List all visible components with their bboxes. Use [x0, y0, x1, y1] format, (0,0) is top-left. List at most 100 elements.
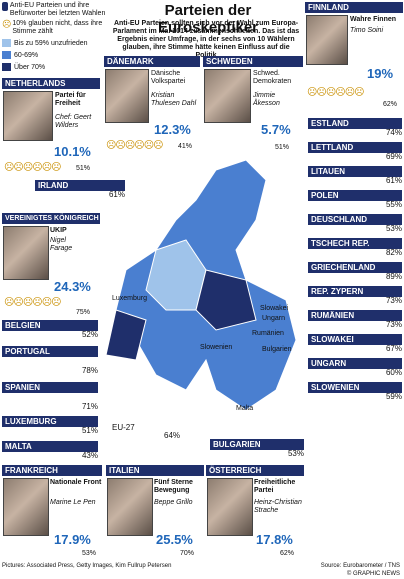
unhappy-value: 53% [82, 550, 97, 557]
panel-netherlands: NETHERLANDS Partei für Freiheit Chef: Ge… [2, 78, 100, 180]
unhappy-value: 41% [178, 143, 193, 150]
country-zypern: REP. ZYPERN 73% [308, 286, 402, 310]
vote-share: 17.8% [256, 532, 293, 547]
panel-finnland: FINNLAND Wahre Finnen Timo Soini 19% ☹☹☹… [305, 2, 403, 112]
country-litauen: LITAUEN 61% [308, 166, 402, 190]
party-name: Nationale Front [50, 479, 102, 486]
country-header: SCHWEDEN [203, 56, 303, 67]
page-title: Parteien der Euroskeptiker [157, 2, 259, 36]
vote-share: 5.7% [261, 122, 291, 137]
country-rumaenien: RUMÄNIEN 73% [308, 310, 402, 334]
leader-photo [3, 91, 53, 141]
panel-uk: VEREINIGTES KÖNIGREICH UKIP Nigel Farage… [2, 213, 100, 319]
vote-share: 24.3% [54, 279, 91, 294]
sad-face-icon: ☹☹☹☹☹☹ [106, 140, 164, 151]
panel-italien: ITALIEN Fünf Sterne Bewegung Beppe Grill… [106, 465, 204, 563]
country-estland: ESTLAND 74% [308, 118, 402, 142]
country-header: NETHERLANDS [2, 78, 100, 89]
copyright: © GRAPHIC NEWS [346, 571, 400, 577]
map-label: Luxemburg [112, 295, 148, 302]
country-ungarn: UNGARN 60% [308, 358, 402, 382]
country-irland: IRLAND 61% [35, 180, 125, 199]
country-belgien: BELGIEN 52% [2, 320, 98, 339]
legend-item-1: Bis zu 59% unzufrieden [2, 39, 114, 48]
country-luxemburg: LUXEMBURG 51% [2, 416, 98, 435]
map-label: Slowenien [200, 344, 233, 351]
leader-name: Timo Soini [350, 27, 384, 34]
unhappy-value: 51% [275, 144, 290, 151]
photo-credits: Pictures: Associated Press, Getty Images… [2, 563, 172, 569]
vote-share: 10.1% [54, 144, 91, 159]
country-lettland: LETTLAND 69% [308, 142, 402, 166]
country-deuschland: DEUSCHLAND 53% [308, 214, 402, 238]
panel-frankreich: FRANKREICH Nationale Front Marine Le Pen… [2, 465, 102, 563]
leader-photo [207, 478, 253, 536]
country-slowenien: SLOWENIEN 59% [308, 382, 402, 406]
vote-share: 25.5% [156, 532, 193, 547]
leader-name: Chef: Geert Wilders [55, 114, 92, 129]
legend-item-2: 60-69% [2, 50, 114, 60]
map-label: Malta [236, 405, 254, 412]
map-label: Bulgarien [262, 346, 292, 353]
leader-photo [204, 69, 251, 123]
eu27: EU-27 64% [112, 423, 181, 440]
panel-schweden: SCHWEDEN Schwed. Demokraten Jimmie Åkess… [203, 56, 303, 156]
country-header: FRANKREICH [2, 465, 102, 476]
leader-photo [107, 478, 153, 536]
leader-photo [3, 226, 49, 280]
leader-name: Kristian Thulesen Dahl [151, 92, 197, 107]
legend-party: Anti-EU Parteien und ihre Befürworter be… [2, 2, 114, 18]
leader-name: Beppe Grillo [154, 499, 193, 506]
thumb-icon [2, 2, 8, 11]
leader-photo [306, 15, 348, 65]
party-name: Freiheitliche Partei [254, 479, 296, 494]
party-name: Wahre Finnen [350, 16, 397, 23]
map-label: Slowakei [260, 305, 289, 312]
country-header: FINNLAND [305, 2, 403, 13]
country-polen: POLEN 55% [308, 190, 402, 214]
country-spanien: SPANIEN 71% [2, 382, 98, 411]
right-countries: ESTLAND 74% LETTLAND 69% LITAUEN 61% POLEN 5… [308, 118, 402, 406]
country-header: DÄNEMARK [104, 56, 200, 67]
sad-face-icon: ☹☹☹☹☹☹ [307, 87, 365, 98]
country-slowakei: SLOWAKEI 67% [308, 334, 402, 358]
legend: Anti-EU Parteien und ihre Befürworter be… [2, 2, 114, 72]
sad-face-icon: ☹☹☹☹☹☹ [4, 297, 62, 308]
intro-text: Anti-EU Parteien sollten sich vor der Wa… [112, 20, 300, 59]
leader-name: Heinz-Christian Strache [254, 499, 302, 514]
leader-name: Nigel Farage [50, 237, 73, 252]
country-tschech: TSCHECH REP. 82% [308, 238, 402, 262]
unhappy-value: 62% [280, 550, 295, 557]
panel-daenemark: DÄNEMARK Dänische Volkspartei Kristian T… [104, 56, 200, 156]
party-name: Dänische Volkspartei [151, 70, 186, 85]
party-name: UKIP [50, 227, 67, 234]
country-bulgarien: BULGARIEN 53% [210, 439, 304, 458]
leader-name: Marine Le Pen [50, 499, 96, 506]
vote-share: 19% [367, 66, 394, 81]
unhappy-value: 70% [180, 550, 195, 557]
map-label: Rumänien [252, 330, 284, 337]
sad-face-icon: ☹☹☹☹☹☹ [4, 162, 62, 173]
party-name: Fünf Sterne Bewegung [154, 479, 193, 494]
unhappy-value: 62% [383, 101, 398, 108]
vote-share: 17.9% [54, 532, 91, 547]
country-portugal: PORTUGAL 78% [2, 346, 98, 375]
source: Source: Eurobarometer / TNS [320, 563, 400, 569]
map-label: Ungarn [262, 315, 285, 322]
sad-face-icon: ☹ [2, 19, 11, 29]
panel-oesterreich: ÖSTERREICH Freiheitliche Partei Heinz-Ch… [206, 465, 304, 563]
country-malta: MALTA 43% [2, 441, 98, 460]
country-griechenland: GRIECHENLAND 89% [308, 262, 402, 286]
europe-map [105, 160, 297, 411]
country-header: VEREINIGTES KÖNIGREICH [2, 213, 100, 224]
unhappy-value: 75% [76, 309, 91, 316]
leader-name: Jimmie Åkesson [253, 92, 280, 107]
party-name: Partei für Freiheit [55, 92, 86, 107]
leader-photo [3, 478, 49, 536]
country-header: ÖSTERREICH [206, 465, 304, 476]
legend-item-3: Über 70% [2, 62, 114, 72]
unhappy-value: 51% [76, 165, 91, 172]
vote-share: 12.3% [154, 122, 191, 137]
party-name: Schwed. Demokraten [253, 70, 292, 85]
leader-photo [105, 69, 149, 123]
